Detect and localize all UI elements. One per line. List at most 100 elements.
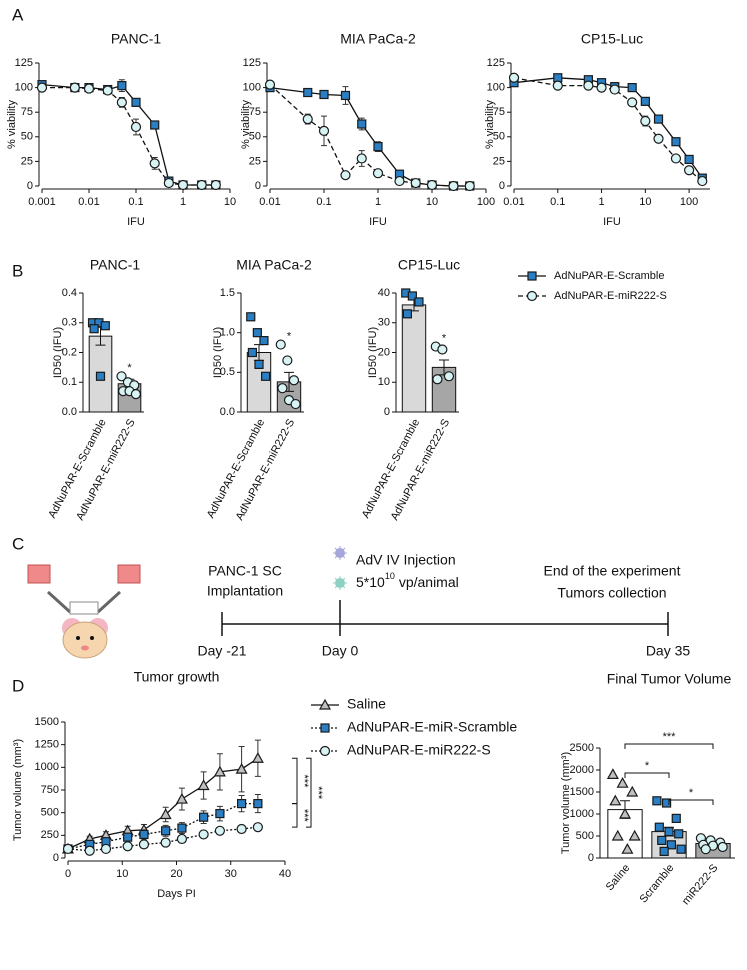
y-tick-label: 125 xyxy=(487,57,505,69)
marker xyxy=(583,80,594,91)
marker xyxy=(402,309,412,319)
significance-bracket xyxy=(292,757,298,805)
significance-bracket xyxy=(624,743,714,749)
dose-base: 5*10 xyxy=(356,574,385,590)
marker xyxy=(62,843,74,855)
marker xyxy=(161,826,171,836)
marker xyxy=(653,133,664,144)
marker xyxy=(237,798,247,809)
series-line xyxy=(67,826,258,852)
chart-title: MIA PaCa-2 xyxy=(340,31,416,47)
legend-label: AdNuPAR-E-miR222-S xyxy=(554,290,667,302)
marker xyxy=(552,80,563,91)
marker xyxy=(609,794,622,806)
y-tick-label: 500 xyxy=(576,830,594,842)
event-dose: 5*1010 vp/animal xyxy=(356,571,459,589)
y-tick-label: 1500 xyxy=(570,786,594,798)
marker xyxy=(259,336,269,346)
marker xyxy=(628,829,641,841)
marker xyxy=(210,179,221,191)
x-tick-label: Saline xyxy=(604,862,633,893)
y-tick-label: 0 xyxy=(588,852,594,864)
marker xyxy=(464,180,475,192)
significance-bracket xyxy=(306,757,312,828)
x-tick-label: AdNuPAR-E-Scramble xyxy=(360,417,422,520)
legend-label: AdNuPAR-E-miR222-S xyxy=(347,742,491,758)
marker xyxy=(657,835,667,846)
x-tick-label: AdNuPAR-E-Scramble xyxy=(205,417,267,520)
series-line xyxy=(269,84,470,187)
marker xyxy=(215,808,225,819)
y-tick-label: 25 xyxy=(249,155,261,167)
x-tick-label: 0 xyxy=(65,868,71,880)
chart-title: MIA PaCa-2 xyxy=(236,257,312,273)
marker xyxy=(302,113,313,125)
significance-label: * xyxy=(127,362,132,374)
y-tick-label: 25 xyxy=(493,155,505,167)
marker xyxy=(264,79,276,90)
x-tick-label: 100 xyxy=(477,196,495,208)
x-tick-label: 0.01 xyxy=(503,196,524,208)
y-tick-label: 50 xyxy=(21,131,33,143)
bar xyxy=(401,304,427,413)
y-tick-label: 40 xyxy=(378,287,390,299)
marker xyxy=(671,813,681,824)
marker xyxy=(407,291,417,301)
marker xyxy=(318,698,332,710)
marker xyxy=(275,339,286,350)
y-tick-label: 2000 xyxy=(570,764,594,776)
marker xyxy=(508,72,520,83)
y-tick-label: 0.1 xyxy=(62,376,77,388)
marker xyxy=(670,153,682,164)
x-tick-label: 0.001 xyxy=(28,196,56,208)
significance-bracket xyxy=(292,803,298,828)
marker xyxy=(100,321,110,331)
chart-title: CP15-Luc xyxy=(398,257,460,273)
marker xyxy=(149,158,160,169)
marker xyxy=(130,121,142,133)
x-tick-label: 0.1 xyxy=(128,196,143,208)
marker xyxy=(236,823,247,835)
significance-label: *** xyxy=(298,775,310,789)
x-tick-label: AdNuPAR-E-miR222-S xyxy=(389,417,453,522)
marker xyxy=(616,776,629,788)
significance-label: *** xyxy=(298,809,310,823)
marker xyxy=(448,180,459,192)
y-tick-label: 1000 xyxy=(570,808,594,820)
marker xyxy=(163,177,174,189)
marker xyxy=(340,170,351,181)
chart-title: Final Tumor Volume xyxy=(607,671,732,687)
marker xyxy=(653,114,664,124)
marker xyxy=(177,179,189,191)
marker xyxy=(319,745,331,757)
y-tick-label: 0.4 xyxy=(62,287,77,299)
marker xyxy=(84,845,95,856)
marker xyxy=(661,798,672,808)
y-tick-label: 50 xyxy=(249,131,261,143)
y-axis-label: ID50 (IFU) xyxy=(212,327,224,378)
marker xyxy=(159,808,172,820)
marker xyxy=(130,389,141,400)
marker xyxy=(684,154,694,165)
marker xyxy=(652,796,662,806)
marker xyxy=(102,85,113,96)
x-tick-label: 1 xyxy=(180,196,186,208)
y-axis-label: % viability xyxy=(240,100,252,149)
y-tick-label: 0 xyxy=(53,852,59,864)
marker xyxy=(609,84,620,95)
marker xyxy=(175,792,188,804)
marker xyxy=(123,832,133,842)
series-line xyxy=(42,86,216,186)
y-tick-label: 75 xyxy=(21,106,33,118)
marker xyxy=(36,82,48,93)
y-tick-label: 0 xyxy=(384,406,390,418)
marker xyxy=(410,177,421,189)
significance-bracket xyxy=(624,772,670,778)
marker xyxy=(443,371,455,382)
marker xyxy=(95,371,106,381)
marker xyxy=(666,840,677,850)
series-line xyxy=(41,83,216,186)
marker xyxy=(606,768,619,780)
y-tick-label: 100 xyxy=(243,82,261,94)
